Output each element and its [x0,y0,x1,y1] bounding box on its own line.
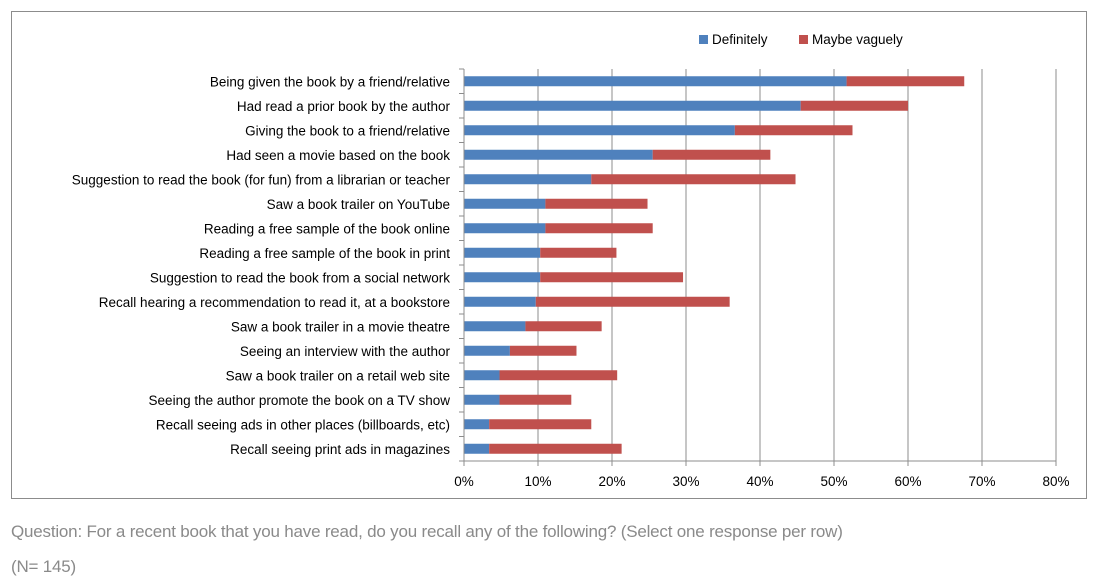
bar-maybe-vaguely [652,149,771,160]
bar-maybe-vaguely [525,321,602,332]
bar-definitely [464,370,500,381]
category-label: Saw a book trailer in a movie theatre [231,319,450,334]
bar-maybe-vaguely [499,394,572,405]
bar-maybe-vaguely [734,125,853,136]
legend-swatch [699,35,708,44]
bar-definitely [464,272,541,283]
bar-definitely [464,149,653,160]
x-tick-labels: 0% 10% 20% 30% 40% 50% 60% 70% 80% [454,474,1069,489]
bar-definitely [464,247,541,258]
bar-maybe-vaguely [846,76,965,87]
category-label: Recall seeing print ads in magazines [230,442,450,457]
bar-definitely [464,345,510,356]
x-tick-label: 30% [672,474,699,489]
x-tick-label: 80% [1042,474,1069,489]
axes [459,68,1057,466]
bar-maybe-vaguely [499,370,618,381]
x-tick-label: 70% [968,474,995,489]
x-tick-label: 40% [746,474,773,489]
x-tick-label: 10% [524,474,551,489]
legend-label: Definitely [712,32,768,47]
x-tick-label: 20% [598,474,625,489]
category-labels: Being given the book by a friend/relativ… [72,74,451,457]
bar-maybe-vaguely [489,419,592,430]
bar-definitely [464,198,546,209]
category-label: Reading a free sample of the book in pri… [199,246,450,261]
category-label: Seeing the author promote the book on a … [149,393,451,408]
bar-definitely [464,174,592,185]
bar-definitely [464,394,500,405]
category-label: Saw a book trailer on YouTube [267,197,450,212]
bar-maybe-vaguely [535,296,730,307]
category-label: Giving the book to a friend/relative [245,123,450,138]
category-label: Reading a free sample of the book online [204,221,450,236]
category-label: Suggestion to read the book (for fun) fr… [72,172,451,187]
category-label: Seeing an interview with the author [240,344,451,359]
category-label: Recall hearing a recommendation to read … [99,295,450,310]
category-label: Had read a prior book by the author [237,99,451,114]
category-label: Had seen a movie based on the book [226,148,450,163]
category-label: Recall seeing ads in other places (billb… [156,417,450,432]
legend-label: Maybe vaguely [812,32,903,47]
legend-swatch [799,35,808,44]
category-label: Being given the book by a friend/relativ… [210,74,450,89]
bar-maybe-vaguely [800,100,908,111]
legend: Definitely Maybe vaguely [699,32,903,47]
bar-maybe-vaguely [545,198,648,209]
x-tick-label: 0% [454,474,474,489]
bar-definitely [464,100,801,111]
x-tick-label: 60% [894,474,921,489]
bar-maybe-vaguely [509,345,577,356]
bar-maybe-vaguely [591,174,796,185]
stacked-bar-chart: Being given the book by a friend/relativ… [72,32,1070,489]
bar-definitely [464,125,735,136]
bar-definitely [464,296,536,307]
bar-definitely [464,76,847,87]
bar-definitely [464,443,490,454]
bar-definitely [464,321,526,332]
category-label: Suggestion to read the book from a socia… [150,270,450,285]
bar-definitely [464,419,490,430]
x-tick-label: 50% [820,474,847,489]
bar-maybe-vaguely [540,272,684,283]
bar-maybe-vaguely [489,443,622,454]
category-label: Saw a book trailer on a retail web site [226,368,450,383]
bar-maybe-vaguely [540,247,617,258]
chart-frame: Being given the book by a friend/relativ… [11,11,1087,499]
bars [464,76,965,454]
bar-definitely [464,223,546,234]
survey-question-caption: Question: For a recent book that you hav… [11,522,843,541]
sample-size-note: (N= 145) [11,557,77,576]
bar-maybe-vaguely [545,223,653,234]
